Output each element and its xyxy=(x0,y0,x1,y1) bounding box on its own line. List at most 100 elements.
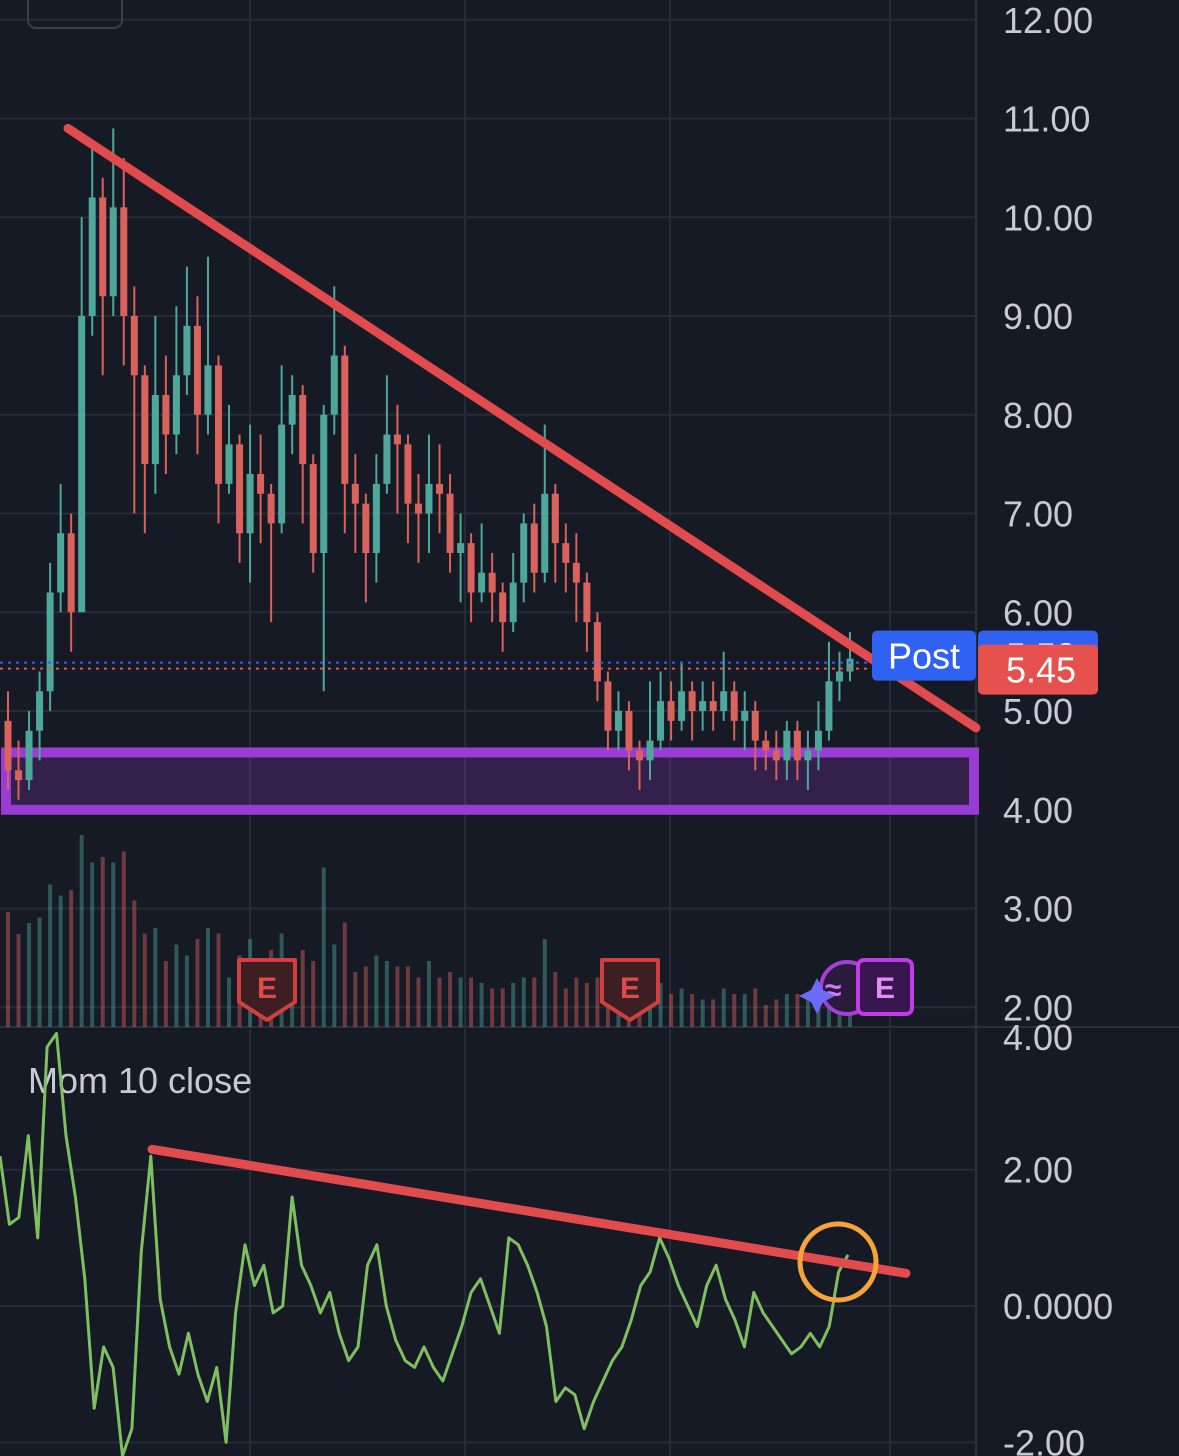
candle-body xyxy=(741,711,749,721)
momentum-tick-label: 2.00 xyxy=(1003,1150,1073,1191)
volume-bar xyxy=(469,977,474,1027)
volume-bar xyxy=(521,977,526,1027)
candle-body xyxy=(657,701,665,741)
momentum-breakout-circle xyxy=(797,1221,879,1303)
volume-bar xyxy=(37,917,42,1027)
volume-bar xyxy=(79,835,84,1027)
earnings-marker-label: E xyxy=(257,972,277,1005)
candle-body xyxy=(499,592,507,623)
volume-bar xyxy=(490,988,495,1027)
volume-bar xyxy=(216,933,221,1027)
support-zone[interactable] xyxy=(1,747,979,815)
earnings-marker-label: E xyxy=(875,972,895,1005)
volume-bar xyxy=(721,988,726,1027)
candle-body xyxy=(162,395,170,435)
price-trendline[interactable] xyxy=(63,123,981,733)
candle-body xyxy=(193,325,201,415)
candle-body xyxy=(804,750,812,761)
momentum-tick-label: -2.00 xyxy=(1003,1422,1085,1456)
volume-bar xyxy=(153,928,158,1027)
candle-body xyxy=(835,671,843,682)
candle-body xyxy=(246,474,254,534)
price-tick-label: 7.00 xyxy=(1003,494,1073,535)
candle-body xyxy=(509,582,517,623)
volume-bar xyxy=(458,977,463,1027)
candle-body xyxy=(130,316,138,376)
chart-control-button[interactable] xyxy=(27,0,123,29)
volume-bar xyxy=(690,994,695,1027)
momentum-trendline[interactable] xyxy=(147,1144,911,1278)
candle-body xyxy=(25,730,33,781)
volume-bar xyxy=(384,961,389,1027)
candles xyxy=(4,128,854,800)
volume-bar xyxy=(532,977,537,1027)
momentum-title: Mom 10 close xyxy=(28,1060,252,1101)
candle-body xyxy=(204,365,212,415)
candle-body xyxy=(99,197,107,297)
volume-bar xyxy=(416,977,421,1027)
candle-body xyxy=(88,197,96,316)
candle-body xyxy=(57,533,65,593)
volume-bar xyxy=(227,977,232,1027)
candle-body xyxy=(372,483,380,553)
volume-bar xyxy=(405,966,410,1027)
candle-body xyxy=(793,730,801,761)
candle-body xyxy=(78,316,86,613)
candle-body xyxy=(551,493,559,544)
volume-bar xyxy=(395,966,400,1027)
volume-bar xyxy=(563,988,568,1027)
candle-body xyxy=(541,493,549,573)
candle-body xyxy=(15,770,23,781)
volume-bar xyxy=(184,955,189,1027)
candle-body xyxy=(288,395,296,425)
candle-body xyxy=(309,464,317,553)
candle-body xyxy=(467,543,475,593)
candle-body xyxy=(614,711,622,731)
volume-bar xyxy=(90,862,95,1027)
candle-body xyxy=(572,562,580,583)
candle-body xyxy=(257,474,265,494)
volume-bar xyxy=(427,961,431,1027)
candle-body xyxy=(667,701,675,721)
candle-body xyxy=(215,365,222,484)
candle-body xyxy=(404,444,412,504)
candle-body xyxy=(751,711,759,741)
dividend-wave-icon: ≈ xyxy=(825,974,841,1007)
candle-body xyxy=(646,740,654,761)
candle-body xyxy=(446,493,454,553)
volume-bar xyxy=(100,857,105,1027)
candle-body xyxy=(825,681,833,731)
volume-bar xyxy=(584,983,589,1027)
candle-body xyxy=(709,701,717,711)
momentum-highlight-circle xyxy=(797,1221,879,1303)
price-tick-label: 3.00 xyxy=(1003,889,1073,930)
volume-bar xyxy=(16,934,21,1027)
volume-bar xyxy=(753,988,758,1027)
volume-bar xyxy=(163,961,168,1027)
candle-body xyxy=(120,207,128,316)
candle-body xyxy=(320,414,328,553)
candle-body xyxy=(172,375,180,435)
candle-body xyxy=(730,691,738,721)
volume-bar xyxy=(363,966,368,1027)
candle-body xyxy=(688,691,696,711)
candle-body xyxy=(225,444,233,484)
price-tick-label: 5.00 xyxy=(1003,691,1073,732)
candle-body xyxy=(383,434,391,484)
volume-bar xyxy=(48,884,53,1027)
volume-bar xyxy=(205,928,210,1027)
volume-bar xyxy=(669,994,674,1027)
volume-bar xyxy=(742,994,747,1027)
volume-bar xyxy=(58,895,63,1027)
momentum-axis: 4.00 2.00 0.0000 -2.00 xyxy=(1003,1017,1113,1456)
price-axis: 12.00 11.00 10.00 9.00 8.00 7.00 6.00 5.00 4.00 3… xyxy=(1003,0,1093,1028)
candle-body xyxy=(604,681,612,731)
candle-body xyxy=(583,582,591,623)
candle-body xyxy=(141,375,149,465)
volume-bar xyxy=(774,999,779,1027)
candle-body xyxy=(330,355,338,415)
price-trendline-line xyxy=(63,123,981,733)
candle-body xyxy=(67,533,75,613)
